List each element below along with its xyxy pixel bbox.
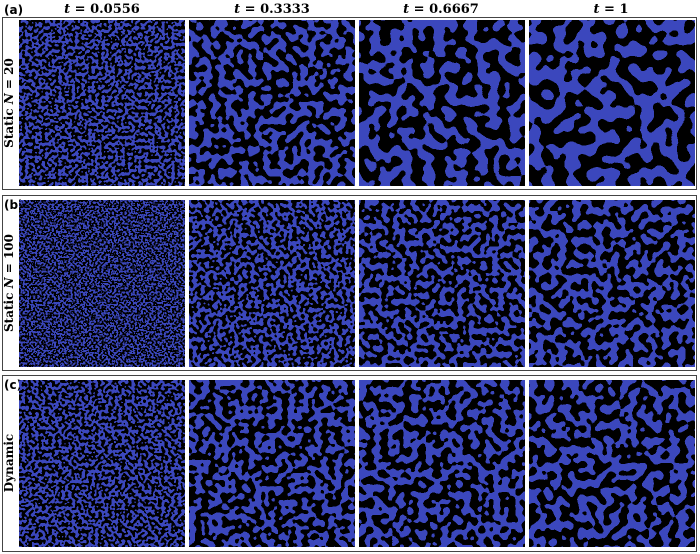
row-tag-b: (b)	[4, 198, 24, 212]
red-phase	[189, 380, 355, 547]
pattern-panel-b4	[529, 200, 695, 367]
red-phase	[359, 380, 525, 547]
red-phase	[19, 20, 185, 186]
pattern-image	[359, 380, 525, 547]
row-label-b: Static N = 100	[2, 233, 17, 333]
pattern-panel-b1	[19, 200, 185, 367]
row-tag-a: (a)	[4, 3, 24, 17]
row-tag-c: (c)	[4, 378, 23, 392]
red-phase	[19, 200, 185, 367]
pattern-panel-c1	[19, 380, 185, 547]
pattern-image	[359, 200, 525, 367]
pattern-image	[19, 380, 185, 547]
pattern-image	[529, 200, 695, 367]
pattern-image	[189, 380, 355, 547]
pattern-panel-b3	[359, 200, 525, 367]
pattern-panel-c4	[529, 380, 695, 547]
pattern-image	[19, 200, 185, 367]
pattern-panel-c2	[189, 380, 355, 547]
pattern-panel-a2	[189, 20, 355, 186]
column-header-4: t = 1	[593, 2, 629, 17]
pattern-image	[189, 200, 355, 367]
pattern-panel-b2	[189, 200, 355, 367]
pattern-image	[19, 20, 185, 186]
pattern-image	[359, 20, 525, 186]
row-label-c: Dynamic	[2, 433, 17, 493]
red-phase	[529, 200, 695, 367]
red-phase	[359, 200, 525, 367]
red-phase	[529, 20, 695, 186]
red-phase	[529, 380, 695, 547]
pattern-panel-a1	[19, 20, 185, 186]
column-header-1: t = 0.0556	[64, 2, 140, 17]
pattern-image	[529, 380, 695, 547]
pattern-panel-a4	[529, 20, 695, 186]
pattern-panel-a3	[359, 20, 525, 186]
red-phase	[189, 20, 355, 186]
pattern-image	[529, 20, 695, 186]
red-phase	[189, 200, 355, 367]
column-header-2: t = 0.3333	[234, 2, 310, 17]
column-header-3: t = 0.6667	[403, 2, 479, 17]
pattern-panel-c3	[359, 380, 525, 547]
red-phase	[19, 380, 185, 547]
row-label-a: Static N = 20	[2, 58, 16, 148]
pattern-image	[189, 20, 355, 186]
red-phase	[359, 20, 525, 186]
